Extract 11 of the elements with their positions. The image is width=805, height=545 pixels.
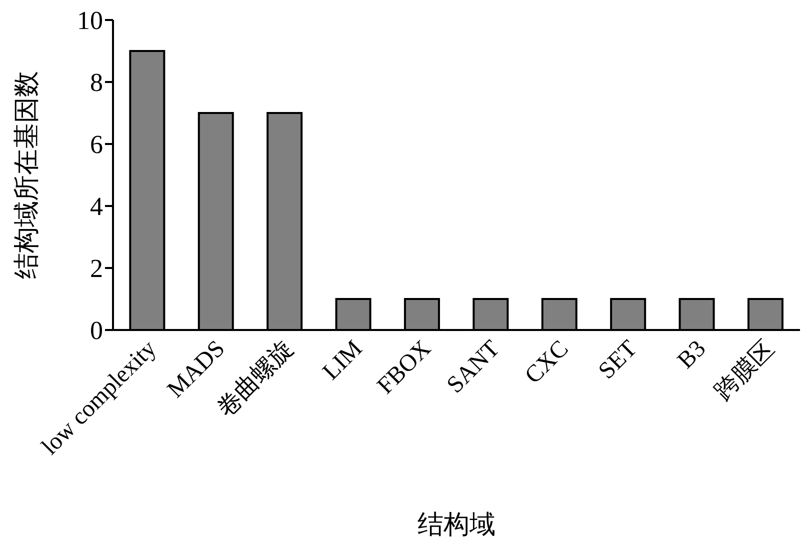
y-tick-label: 6 [90, 130, 103, 160]
x-tick-label: B3 [672, 336, 712, 374]
y-axis-title: 结构域所在基因数 [12, 71, 42, 279]
y-tick-label: 2 [90, 254, 103, 284]
x-tick-label: SET [594, 336, 643, 384]
y-tick-label: 4 [90, 192, 103, 222]
x-tick-label: 跨膜区 [710, 336, 780, 406]
y-tick-label: 0 [90, 316, 103, 346]
y-tick-label: 8 [90, 68, 103, 98]
y-tick-label: 10 [77, 6, 103, 36]
x-axis-title: 结构域 [418, 510, 496, 539]
